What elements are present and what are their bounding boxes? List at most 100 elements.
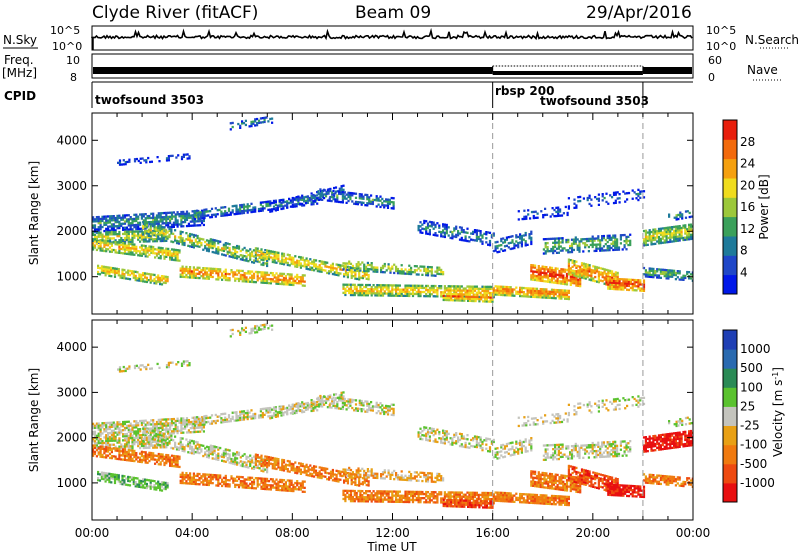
velocity-cell — [112, 431, 115, 434]
power-cell — [161, 253, 164, 256]
power-cell — [466, 285, 469, 288]
velocity-cell — [135, 458, 138, 461]
power-cell — [207, 269, 210, 272]
power-cell — [160, 231, 164, 235]
velocity-cell — [191, 416, 194, 419]
power-cell — [129, 247, 132, 250]
power-cell — [492, 291, 495, 294]
power-cell — [185, 276, 188, 279]
power-cell — [560, 295, 563, 298]
power-cell — [515, 292, 518, 295]
velocity-cell — [144, 451, 147, 454]
power-cell — [461, 293, 464, 296]
velocity-cell — [131, 428, 134, 431]
power-cell — [169, 250, 172, 253]
power-cell — [160, 283, 164, 286]
velocity-cell — [122, 448, 125, 451]
power-cell — [580, 270, 584, 273]
power-cell — [167, 211, 170, 214]
velocity-cell — [176, 431, 179, 435]
power-cell — [231, 121, 234, 125]
velocity-cell — [110, 421, 113, 424]
power-cell — [174, 223, 177, 226]
power-cell — [202, 273, 205, 276]
velocity-cell — [165, 422, 168, 425]
power-cell — [188, 157, 191, 160]
power-cell — [689, 227, 693, 230]
power-cell — [466, 291, 469, 294]
power-cell — [324, 195, 328, 198]
power-cell — [411, 271, 415, 274]
power-cell — [274, 209, 277, 212]
power-cell — [465, 297, 468, 300]
power-cell — [266, 262, 269, 265]
power-cell — [159, 237, 162, 240]
power-colorbar-cell — [723, 274, 737, 295]
power-cell — [442, 291, 445, 294]
power-cell — [181, 243, 184, 246]
power-cell — [492, 287, 495, 290]
power-cell — [169, 254, 172, 257]
power-cell — [567, 249, 570, 252]
power-cell — [156, 156, 159, 159]
velocity-cell — [169, 418, 172, 421]
power-cell — [351, 291, 354, 295]
power-cell — [552, 251, 555, 255]
power-cell — [676, 276, 679, 279]
power-cell — [453, 291, 456, 294]
power-cell — [434, 289, 437, 292]
power-cell — [614, 201, 617, 204]
power-cell — [519, 233, 522, 236]
power-cell — [140, 230, 143, 233]
power-cell — [321, 194, 324, 197]
power-cell — [254, 124, 257, 127]
power-cell — [432, 274, 435, 277]
velocity-cell — [118, 451, 121, 455]
power-cell — [157, 246, 160, 249]
power-cell — [552, 269, 555, 272]
power-cell — [92, 248, 95, 251]
power-cell — [294, 261, 297, 264]
power-cell — [419, 221, 422, 224]
power-cell — [417, 292, 420, 296]
power-cell — [305, 263, 308, 266]
power-cell — [239, 269, 242, 272]
power-cell — [396, 292, 400, 295]
power-cell — [217, 246, 220, 249]
power-cell — [468, 295, 472, 298]
power-cell — [648, 235, 651, 238]
velocity-cell — [142, 442, 145, 445]
power-cell — [445, 232, 448, 235]
power-cell — [209, 267, 212, 270]
power-cell — [116, 233, 119, 236]
nave-tick-low: 0 — [708, 71, 715, 84]
power-cell — [320, 260, 323, 263]
power-cell — [554, 237, 557, 240]
power-cell — [123, 246, 127, 249]
power-cell — [159, 231, 162, 234]
power-cell — [614, 277, 617, 280]
power-cell — [127, 222, 130, 225]
power-cell — [246, 211, 249, 214]
power-cell — [475, 237, 478, 240]
power-cell — [274, 203, 277, 206]
velocity-cell — [154, 427, 157, 430]
power-cell — [659, 227, 662, 230]
power-cell — [161, 239, 164, 243]
power-cell — [241, 280, 244, 283]
power-cell — [100, 271, 103, 274]
power-cell — [110, 244, 113, 247]
power-cell — [199, 211, 202, 214]
power-cell — [539, 275, 542, 278]
velocity-cell — [92, 448, 95, 451]
velocity-cell — [131, 447, 134, 450]
velocity-cell — [195, 420, 198, 423]
power-cell — [256, 270, 259, 274]
power-cell — [682, 274, 685, 277]
power-cell — [428, 233, 431, 236]
velocity-cell — [129, 447, 132, 450]
velocity-cell — [140, 440, 143, 443]
power-cell — [532, 278, 535, 281]
power-cell — [275, 276, 278, 279]
power-cell — [165, 239, 168, 242]
